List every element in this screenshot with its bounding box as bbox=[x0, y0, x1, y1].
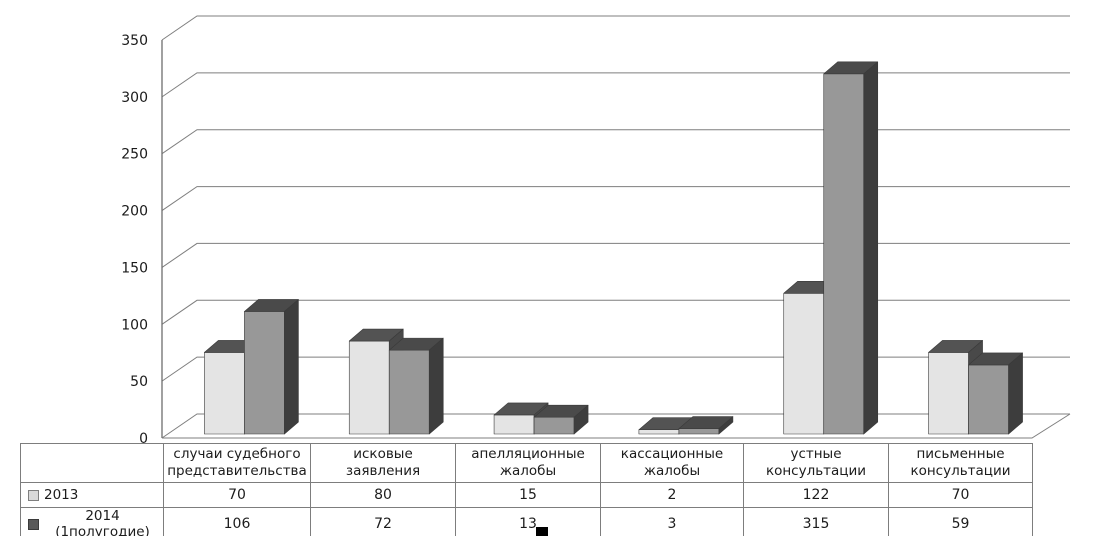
value-2013-0: 70 bbox=[163, 482, 311, 508]
value-2013-4: 122 bbox=[743, 482, 889, 508]
bar-2014 (1полугодие)-cat3 bbox=[678, 416, 734, 435]
y-tick-label-200: 200 bbox=[121, 204, 148, 220]
table-row-2013: 2013 70 80 15 2 122 70 bbox=[20, 482, 1033, 508]
legend-label-2014: 2014 (1полугодие) bbox=[55, 508, 150, 536]
category-header-5: письменные консультации bbox=[888, 443, 1033, 483]
bar-side-face bbox=[718, 416, 734, 435]
category-header-3: кассационные жалобы bbox=[600, 443, 744, 483]
category-header-4: устные консультации bbox=[743, 443, 889, 483]
value-2014-5: 59 bbox=[888, 507, 1033, 536]
table-row-2014: 2014 (1полугодие) 106 72 13 3 315 59 bbox=[20, 507, 1033, 536]
y-axis-tick-labels: 0 50 100 150 200 250 300 350 bbox=[121, 33, 148, 443]
floor-front-edge bbox=[162, 413, 1071, 439]
bar-chart-plot: 0 50 100 150 200 250 300 350 bbox=[121, 15, 1071, 443]
gridline-300 bbox=[161, 72, 1070, 98]
y-tick-label-50: 50 bbox=[130, 374, 148, 390]
caption-fragment bbox=[536, 527, 548, 536]
gridline-250 bbox=[161, 129, 1070, 155]
bar-side-face bbox=[863, 61, 879, 435]
value-2014-4: 315 bbox=[743, 507, 889, 536]
bar-2014 (1полугодие)-cat4 bbox=[823, 61, 879, 435]
table-header-row: случаи судебного представительства исков… bbox=[20, 443, 1033, 483]
y-tick-label-0: 0 bbox=[139, 431, 148, 443]
bar-2014 (1полугодие)-cat2 bbox=[533, 404, 589, 435]
y-tick-label-100: 100 bbox=[121, 317, 148, 333]
category-header-0: случаи судебного представительства bbox=[163, 443, 311, 483]
legend-item-2013: 2013 bbox=[20, 482, 164, 508]
bar-side-face bbox=[428, 337, 444, 435]
bar-front-face bbox=[348, 340, 390, 435]
bar-front-face bbox=[244, 311, 285, 435]
bar-front-face bbox=[823, 73, 865, 435]
bar-front-face bbox=[388, 349, 430, 435]
gridline-150 bbox=[161, 242, 1070, 268]
category-header-1: исковые заявления bbox=[310, 443, 456, 483]
value-2014-0: 106 bbox=[163, 507, 311, 536]
gridline-200 bbox=[161, 186, 1070, 211]
bar-front-face bbox=[493, 414, 535, 435]
value-2013-3: 2 bbox=[600, 482, 744, 508]
bar-front-face bbox=[638, 429, 680, 435]
gridline-0 bbox=[161, 413, 1070, 439]
gridline-100 bbox=[161, 299, 1070, 325]
y-tick-label-150: 150 bbox=[121, 260, 148, 276]
value-2014-2: 13 bbox=[455, 507, 601, 536]
category-header-2: апелляционные жалобы bbox=[455, 443, 601, 483]
value-2013-5: 70 bbox=[888, 482, 1033, 508]
gridline-350 bbox=[161, 15, 1070, 41]
value-2013-2: 15 bbox=[455, 482, 601, 508]
bar-front-face bbox=[783, 292, 825, 435]
bar-front-face bbox=[968, 364, 1009, 435]
legend-item-2014: 2014 (1полугодие) bbox=[20, 507, 164, 536]
bars bbox=[204, 61, 1023, 435]
bar-2014 (1полугодие)-cat5 bbox=[968, 352, 1023, 435]
bar-side-face bbox=[573, 404, 589, 435]
y-tick-label-350: 350 bbox=[121, 33, 148, 49]
bar-front-face bbox=[678, 428, 720, 435]
legend-marker-2013-icon bbox=[28, 489, 39, 501]
value-2013-1: 80 bbox=[310, 482, 456, 508]
bar-2014 (1полугодие)-cat0 bbox=[244, 299, 299, 435]
bar-front-face bbox=[204, 352, 245, 435]
value-2014-3: 3 bbox=[600, 507, 744, 536]
bar-front-face bbox=[928, 352, 969, 435]
y-tick-label-300: 300 bbox=[121, 90, 148, 106]
legend-label-2013: 2013 bbox=[44, 487, 79, 503]
legend-header-spacer bbox=[20, 443, 164, 483]
y-tick-label-250: 250 bbox=[121, 147, 148, 163]
legend-marker-2014-icon bbox=[28, 518, 39, 530]
bar-front-face bbox=[533, 416, 575, 435]
value-2014-1: 72 bbox=[310, 507, 456, 536]
gridline-50 bbox=[161, 356, 1070, 382]
bar-side-face bbox=[1008, 352, 1023, 435]
chart-data-table: случаи судебного представительства исков… bbox=[20, 443, 1033, 536]
bar-side-face bbox=[284, 299, 299, 435]
gridlines bbox=[161, 15, 1070, 439]
bar-2014 (1полугодие)-cat1 bbox=[388, 337, 444, 435]
